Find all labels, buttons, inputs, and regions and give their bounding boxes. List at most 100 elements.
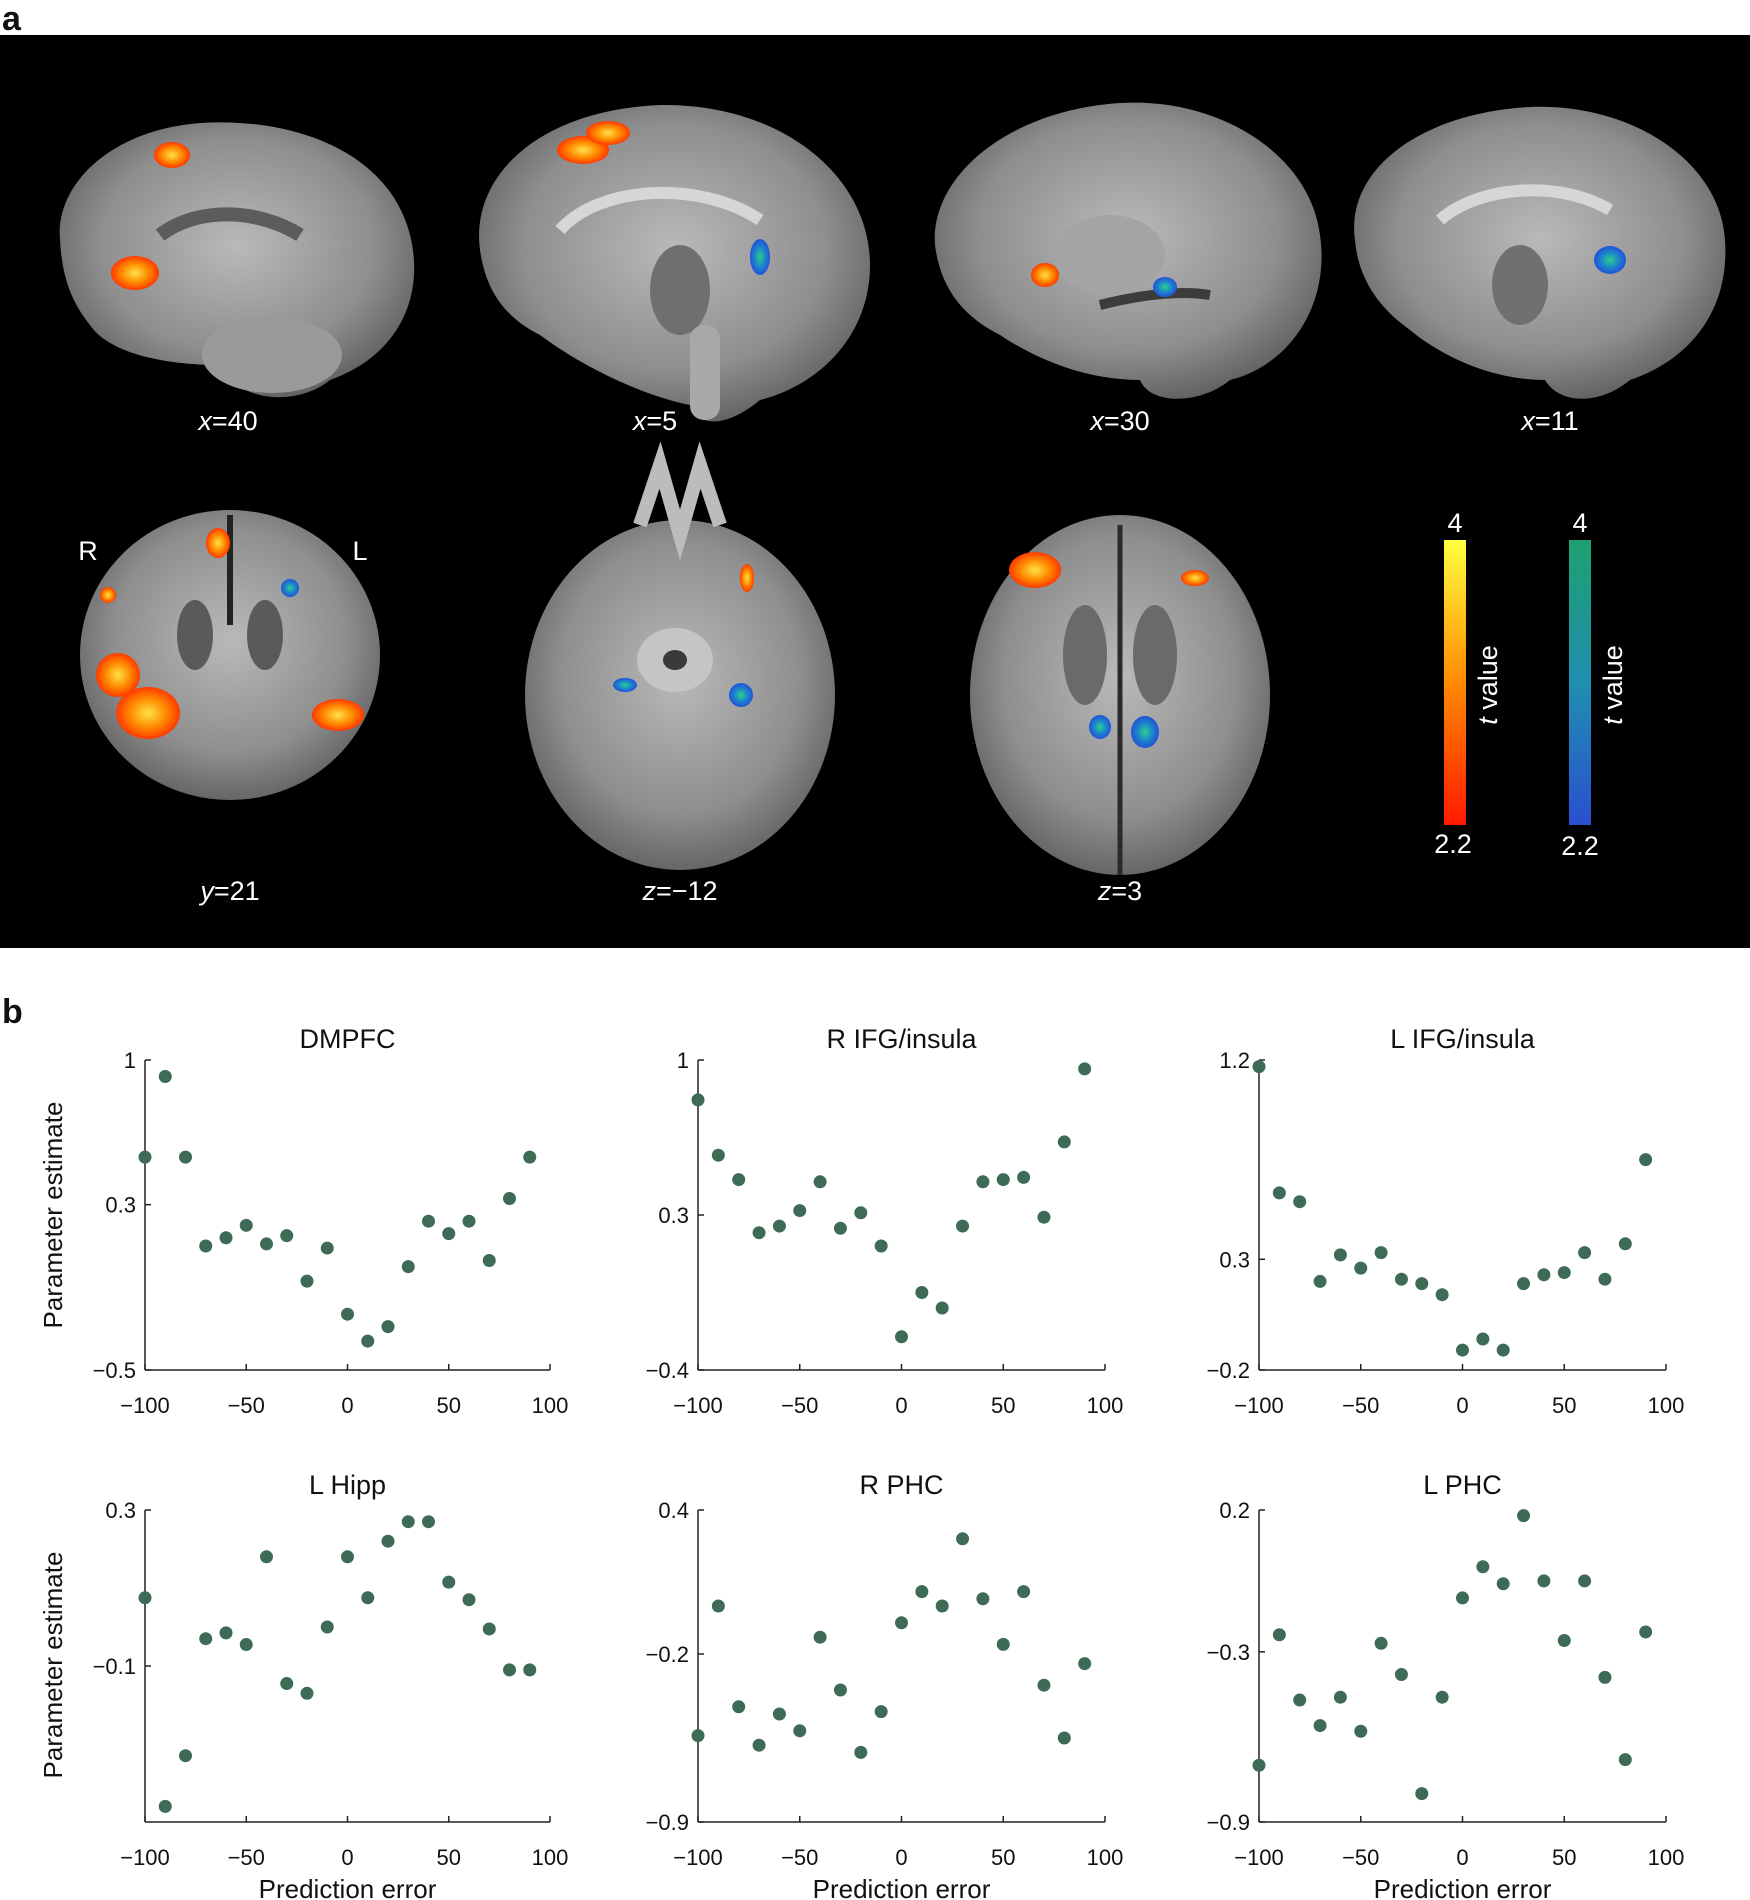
data-point	[341, 1550, 354, 1564]
data-point	[956, 1532, 970, 1546]
x-tick-label: 0	[341, 1845, 353, 1870]
data-point	[1374, 1636, 1388, 1650]
data-point	[1333, 1248, 1347, 1262]
data-point	[833, 1683, 847, 1697]
data-point	[300, 1274, 314, 1288]
data-point	[422, 1515, 435, 1529]
x-tick-label: 100	[532, 1393, 569, 1418]
activation-blob	[96, 653, 140, 697]
x-tick-label: 0	[1456, 1845, 1468, 1870]
hemisphere-left-label: L	[352, 536, 367, 566]
data-point	[691, 1729, 705, 1743]
data-point	[854, 1206, 868, 1220]
x-tick-label: −50	[781, 1845, 818, 1870]
data-point	[1456, 1343, 1469, 1357]
y-axis-label: Parameter estimate	[38, 1552, 68, 1779]
data-point	[732, 1173, 746, 1187]
y-tick-label: 0.3	[658, 1203, 689, 1228]
colorbar-cold: 4 2.2 t value	[1561, 508, 1628, 861]
chart-title: L IFG/insula	[1390, 1024, 1536, 1054]
x-tick-label: 50	[1552, 1845, 1576, 1870]
activation-blob	[100, 587, 116, 603]
data-point	[462, 1593, 476, 1607]
data-point	[219, 1231, 233, 1245]
data-point	[772, 1219, 786, 1233]
x-tick-label: −50	[228, 1393, 265, 1418]
data-point	[300, 1686, 314, 1700]
data-point	[1293, 1195, 1307, 1209]
data-point	[1313, 1719, 1327, 1733]
activation-blob	[1594, 246, 1626, 274]
data-point	[1578, 1574, 1592, 1588]
slice-label-y21: y=21	[198, 876, 259, 906]
data-point	[976, 1592, 990, 1606]
data-point	[1354, 1724, 1368, 1738]
data-point	[320, 1241, 334, 1255]
y-tick-label: 1.2	[1219, 1048, 1250, 1073]
data-point	[1415, 1787, 1429, 1801]
data-point	[1537, 1574, 1551, 1588]
y-tick-label: 0.3	[1219, 1247, 1250, 1272]
data-point	[138, 1591, 152, 1605]
activation-blob	[750, 239, 770, 275]
data-point	[813, 1630, 827, 1644]
data-point	[462, 1214, 476, 1228]
data-point	[1394, 1668, 1408, 1682]
activation-blob	[740, 564, 754, 592]
y-tick-label: 1	[124, 1048, 136, 1073]
data-point	[691, 1093, 705, 1107]
colorbar-cold-label: t value	[1598, 645, 1628, 725]
data-point	[1057, 1135, 1071, 1149]
data-point	[752, 1738, 766, 1752]
panel-b-letter: b	[2, 993, 23, 1031]
x-tick-label: 0	[895, 1393, 907, 1418]
data-point	[1394, 1272, 1408, 1286]
data-point	[1078, 1062, 1092, 1076]
data-point	[935, 1301, 949, 1315]
y-tick-label: −0.3	[1207, 1640, 1250, 1665]
activation-blob	[1089, 715, 1111, 739]
x-tick-label: 0	[341, 1393, 353, 1418]
x-tick-label: −50	[1342, 1393, 1379, 1418]
data-point	[996, 1173, 1010, 1187]
colorbar-cold-min: 2.2	[1561, 831, 1599, 861]
data-point	[752, 1226, 766, 1240]
data-point	[1578, 1246, 1592, 1260]
slice-label-z-12: z=−12	[641, 876, 717, 906]
y-tick-label: −0.2	[646, 1642, 689, 1667]
data-point	[503, 1663, 516, 1677]
data-point	[793, 1724, 807, 1738]
x-tick-label: 50	[437, 1845, 461, 1870]
data-point	[1618, 1237, 1632, 1251]
data-point	[874, 1705, 888, 1719]
data-point	[260, 1237, 273, 1251]
y-tick-label: −0.9	[1207, 1810, 1250, 1835]
x-tick-label: 50	[1552, 1393, 1576, 1418]
data-point	[1517, 1277, 1531, 1291]
data-point	[1374, 1246, 1388, 1260]
x-tick-label: 50	[991, 1393, 1015, 1418]
colorbar-hot-label: t value	[1473, 645, 1503, 725]
data-point	[1017, 1585, 1031, 1599]
hemisphere-right-label: R	[78, 536, 98, 566]
x-tick-label: 50	[437, 1393, 461, 1418]
activation-blob	[1131, 716, 1159, 748]
data-point	[711, 1599, 725, 1613]
x-tick-label: −100	[120, 1393, 170, 1418]
y-tick-label: −0.1	[93, 1654, 136, 1679]
data-point	[199, 1239, 213, 1253]
colorbar-hot-min: 2.2	[1434, 829, 1472, 859]
x-tick-label: −100	[673, 1393, 723, 1418]
x-tick-label: −50	[1342, 1845, 1379, 1870]
x-tick-label: 0	[1456, 1393, 1468, 1418]
sagittal-slice-x40: x=40	[59, 122, 415, 436]
data-point	[482, 1253, 496, 1267]
data-point	[1618, 1753, 1632, 1767]
chart-title: R PHC	[859, 1470, 943, 1500]
colorbar-hot: 4 2.2 t value	[1434, 508, 1503, 859]
colorbar-cold-bar	[1569, 540, 1591, 825]
data-point	[361, 1591, 375, 1605]
activation-blob	[729, 683, 753, 707]
data-point	[1037, 1678, 1051, 1692]
